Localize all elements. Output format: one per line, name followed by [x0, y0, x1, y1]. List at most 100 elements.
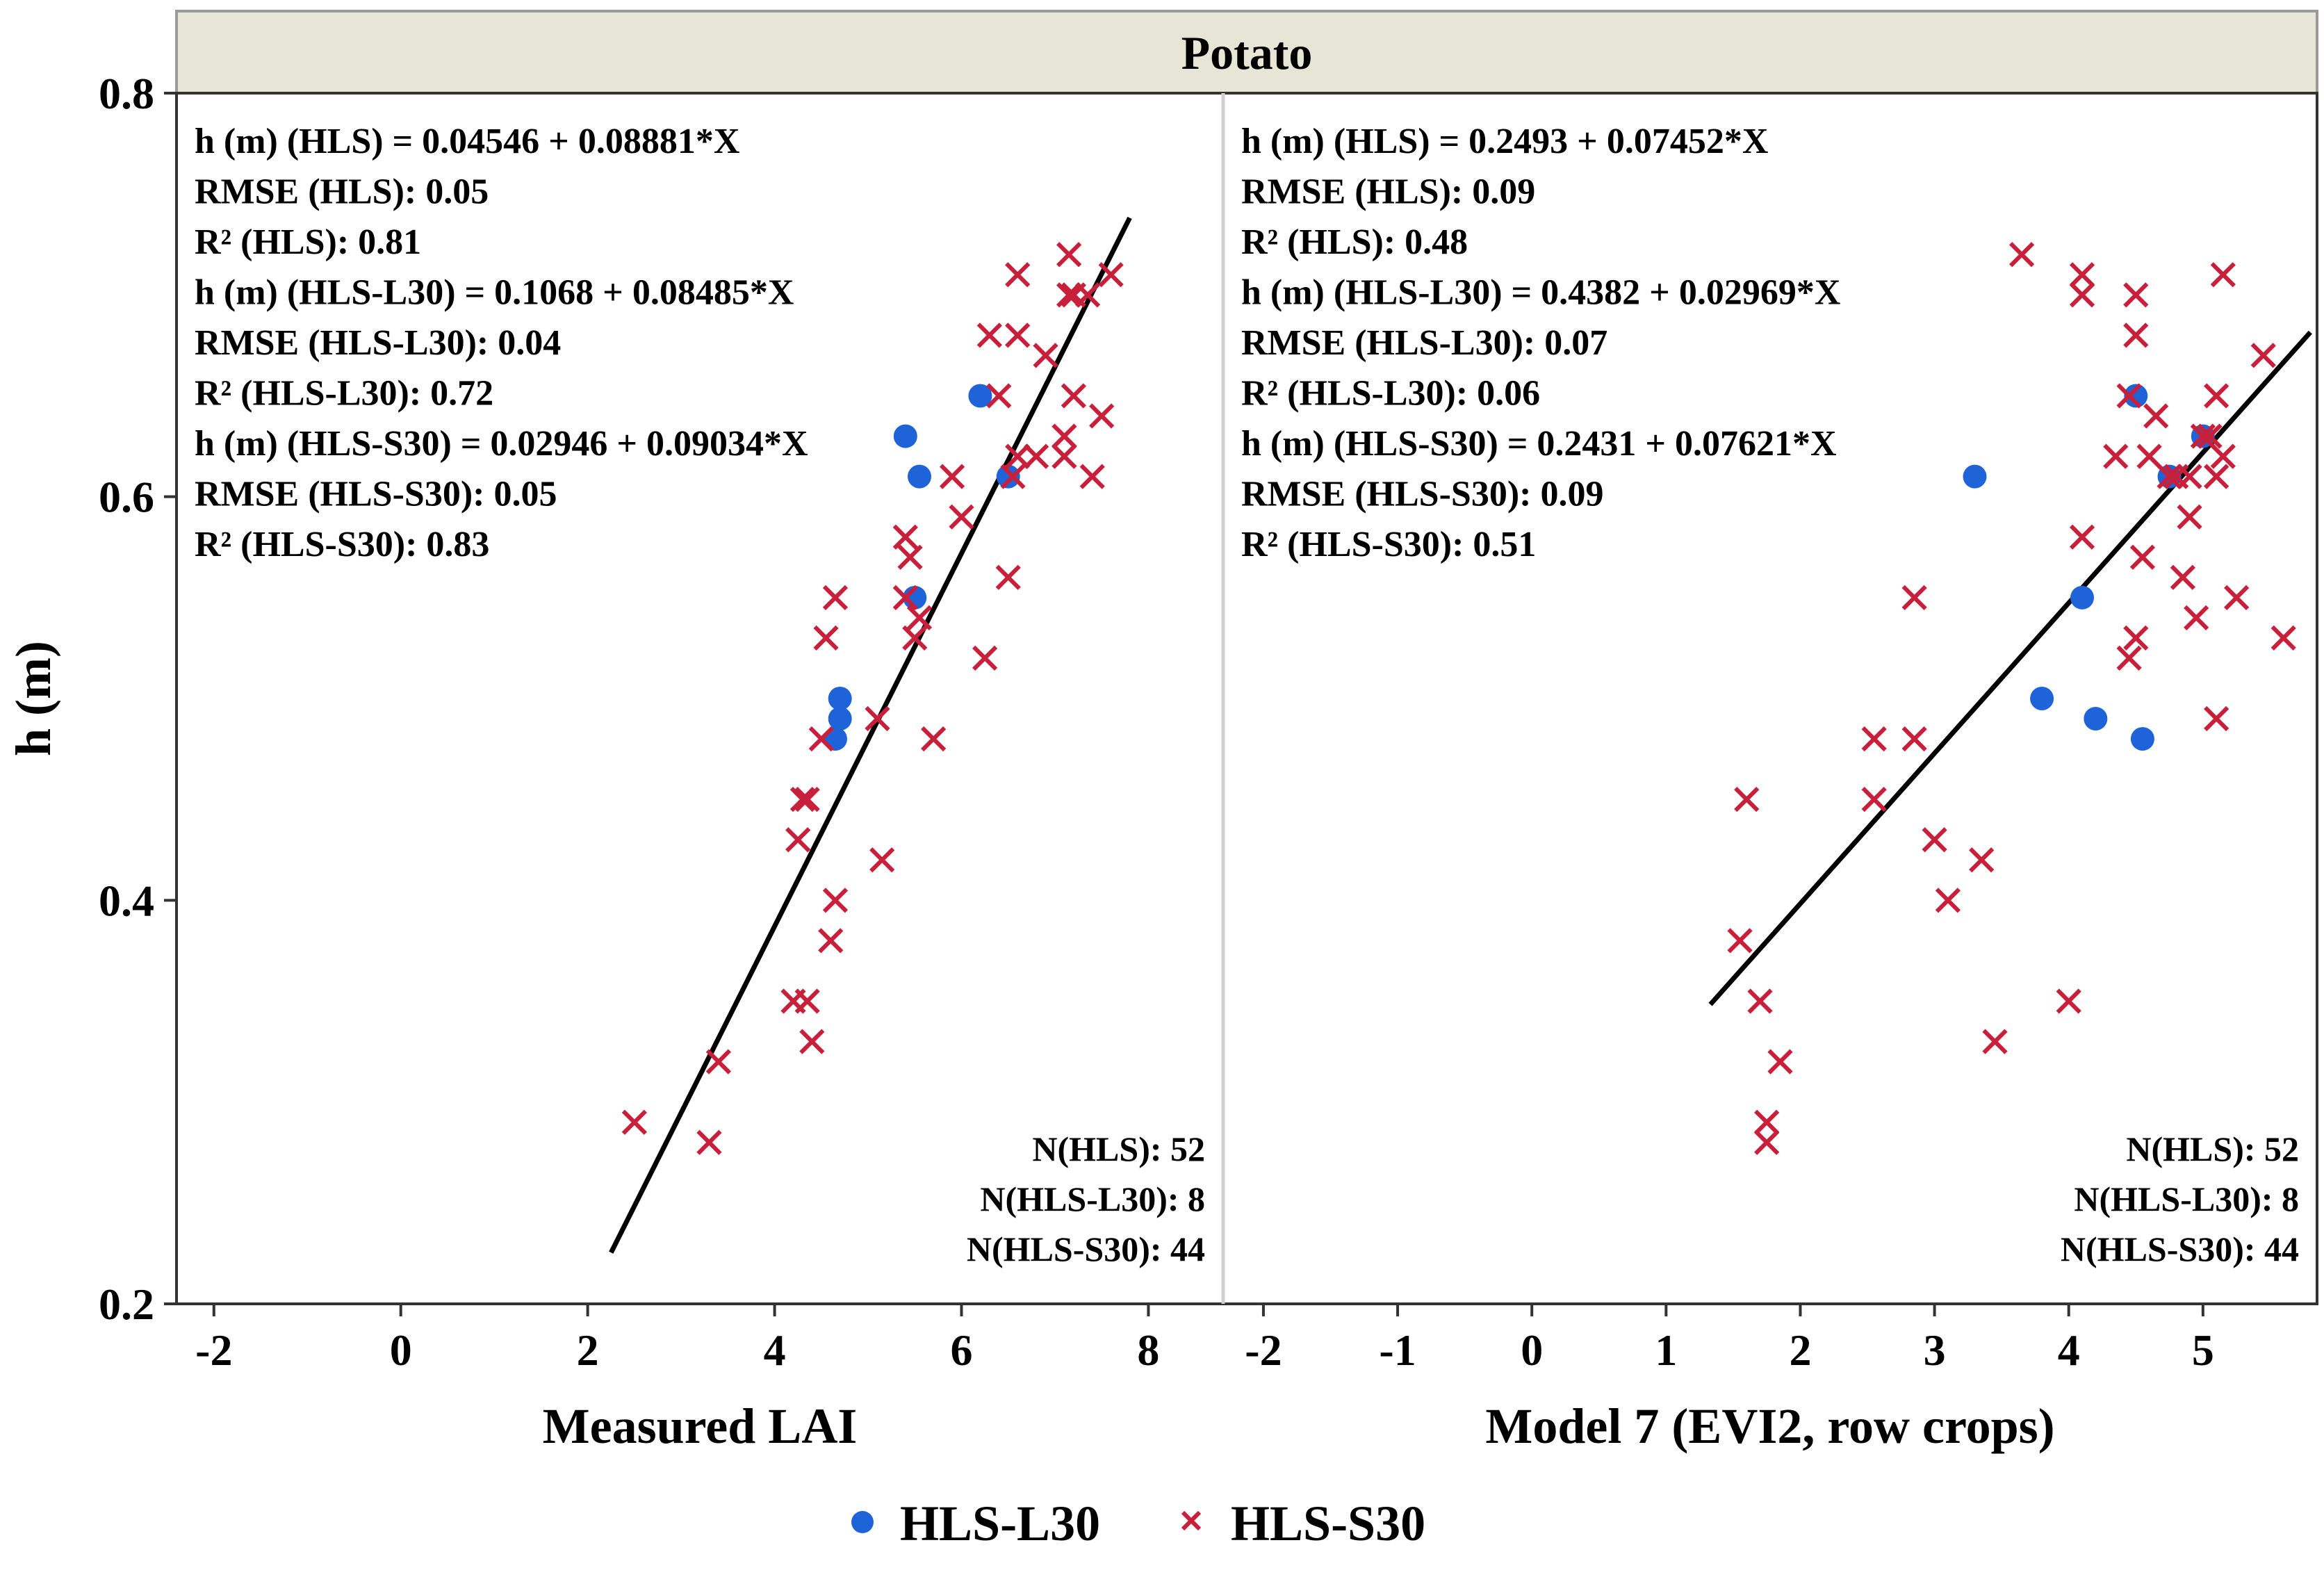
point-hls-s30	[2069, 282, 2095, 308]
point-hls-l30	[2030, 687, 2054, 710]
point-hls-s30	[2129, 544, 2156, 570]
point-hls-s30	[1098, 262, 1124, 288]
point-hls-l30	[2130, 727, 2154, 751]
point-hls-s30	[2069, 262, 2095, 288]
point-hls-s30	[2056, 988, 2081, 1014]
equation-annotation: R² (HLS-S30): 0.83	[195, 525, 489, 564]
point-hls-s30	[972, 645, 998, 671]
equation-annotation: R² (HLS-L30): 0.72	[195, 374, 493, 414]
point-hls-l30	[828, 687, 852, 710]
point-hls-l30	[996, 464, 1020, 489]
legend-marker-hls-s30	[1181, 1510, 1202, 1531]
x-tick-label: 6	[951, 1325, 973, 1375]
point-hls-s30	[1074, 282, 1101, 308]
legend: HLS-L30 HLS-S30	[851, 1496, 1425, 1551]
legend-label-hls-s30: HLS-S30	[1231, 1496, 1425, 1551]
point-hls-s30	[818, 928, 844, 954]
count-annotation: N(HLS-S30): 44	[2061, 1229, 2299, 1268]
legend-marker-hls-l30	[851, 1511, 874, 1533]
point-hls-s30	[2204, 705, 2229, 732]
equation-annotation: R² (HLS-S30): 0.51	[1241, 525, 1536, 564]
point-hls-s30	[949, 504, 974, 530]
count-annotation: N(HLS-L30): 8	[980, 1179, 1205, 1218]
x-tick-label: 1	[1655, 1325, 1677, 1375]
equation-annotation: RMSE (HLS-L30): 0.04	[195, 323, 561, 363]
point-hls-s30	[1023, 443, 1049, 469]
point-hls-s30	[621, 1109, 647, 1135]
panel-right: -2 -1 0 1 2 3 4 5 Model 7 (EVI2, row crops) h (m)…	[1241, 122, 2312, 1454]
x-tick-label: 4	[2058, 1325, 2080, 1375]
point-hls-s30	[1079, 464, 1105, 489]
count-annotation: N(HLS-L30): 8	[2074, 1179, 2299, 1218]
point-hls-s30	[2116, 645, 2142, 671]
point-hls-s30	[1033, 343, 1058, 368]
point-hls-s30	[1747, 988, 1773, 1014]
point-hls-s30	[1982, 1029, 2008, 1054]
point-hls-l30	[2070, 585, 2095, 610]
point-hls-s30	[1005, 322, 1031, 348]
point-hls-s30	[1005, 262, 1031, 288]
point-hls-s30	[2069, 524, 2095, 550]
equation-annotation: R² (HLS-L30): 0.06	[1241, 374, 1540, 414]
point-hls-l30	[907, 464, 931, 489]
point-hls-s30	[2197, 423, 2223, 449]
point-hls-s30	[1051, 423, 1077, 449]
equation-annotation: h (m) (HLS-L30) = 0.4382 + 0.02969*X	[1241, 273, 1840, 313]
point-hls-s30	[1901, 726, 1927, 752]
point-hls-s30	[2170, 564, 2195, 590]
point-hls-s30	[1935, 888, 1961, 913]
equation-annotation: RMSE (HLS): 0.09	[1241, 172, 1535, 212]
equation-annotation: RMSE (HLS-L30): 0.07	[1241, 323, 1607, 363]
point-hls-s30	[785, 827, 811, 853]
point-hls-s30	[986, 383, 1012, 409]
y-axis-label: h (m)	[6, 641, 61, 756]
point-hls-s30	[869, 847, 895, 873]
point-hls-s30	[2184, 605, 2209, 630]
equation-annotation: h (m) (HLS) = 0.04546 + 0.08881*X	[195, 122, 739, 161]
equation-annotation: h (m) (HLS-L30) = 0.1068 + 0.08485*X	[195, 273, 794, 313]
point-hls-s30	[808, 726, 834, 752]
point-hls-s30	[2177, 504, 2202, 530]
point-hls-l30	[828, 707, 852, 731]
point-hls-s30	[1089, 403, 1115, 429]
equation-annotation: RMSE (HLS-S30): 0.09	[1241, 475, 1603, 514]
equation-annotation: h (m) (HLS-S30) = 0.2431 + 0.07621*X	[1241, 424, 1837, 464]
x-axis-label: Model 7 (EVI2, row crops)	[1485, 1398, 2054, 1454]
x-tick-label: 0	[1521, 1325, 1543, 1375]
x-tick-label: 5	[2192, 1325, 2214, 1375]
point-hls-s30	[822, 585, 849, 610]
point-hls-s30	[2123, 282, 2149, 308]
point-hls-s30	[1061, 383, 1086, 409]
point-hls-l30	[968, 384, 992, 408]
point-hls-s30	[1861, 787, 1887, 812]
point-hls-s30	[799, 1029, 825, 1054]
point-hls-s30	[892, 524, 918, 550]
x-tick-label: 0	[390, 1325, 412, 1375]
equation-annotation: RMSE (HLS): 0.05	[195, 172, 489, 212]
point-hls-s30	[1861, 726, 1887, 752]
point-hls-s30	[2224, 585, 2250, 610]
x-tick-label: -1	[1379, 1325, 1416, 1375]
point-hls-s30	[1754, 1109, 1780, 1135]
equation-annotation: R² (HLS): 0.81	[195, 222, 421, 262]
point-hls-s30	[1000, 464, 1026, 489]
point-hls-s30	[921, 726, 947, 752]
equation-annotation: R² (HLS): 0.48	[1241, 222, 1468, 262]
point-hls-s30	[976, 322, 1002, 348]
point-hls-l30	[893, 424, 917, 448]
point-hls-s30	[789, 787, 816, 812]
point-hls-s30	[995, 564, 1021, 590]
point-hls-s30	[1901, 585, 1927, 610]
y-tick-label: 0.2	[99, 1280, 154, 1329]
count-annotation: N(HLS): 52	[2126, 1129, 2299, 1168]
point-hls-s30	[2177, 464, 2202, 489]
point-hls-s30	[794, 988, 820, 1014]
x-tick-label: 2	[577, 1325, 599, 1375]
y-tick-label: 0.4	[99, 876, 154, 925]
y-tick-label: 0.6	[99, 473, 154, 522]
point-hls-s30	[2210, 262, 2236, 288]
y-tick-label: 0.8	[99, 69, 154, 118]
count-annotation: N(HLS-S30): 44	[967, 1229, 1205, 1268]
point-hls-s30	[897, 544, 923, 570]
